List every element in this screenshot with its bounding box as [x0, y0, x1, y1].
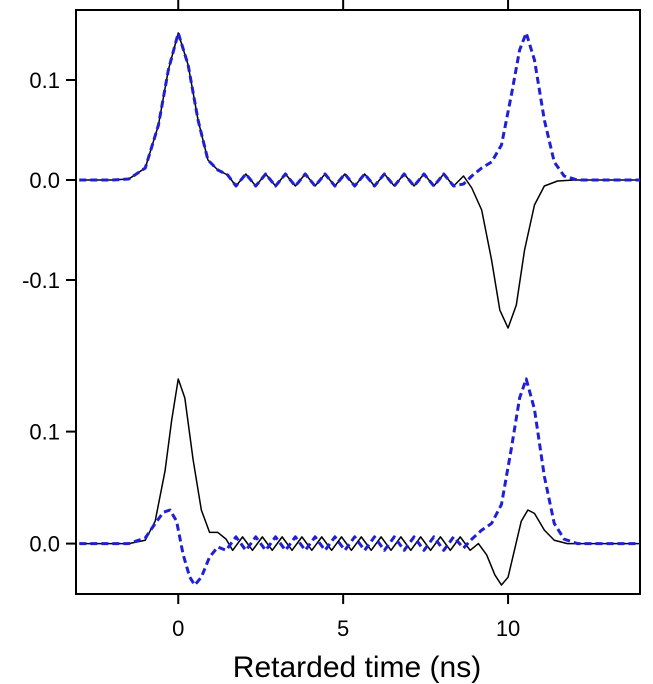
- x-tick-label: 0: [172, 616, 184, 641]
- y-tick-label: 0.0: [29, 168, 60, 193]
- top-panel: 0.1 0.0 -0.1: [22, 31, 640, 329]
- y-tick-label: 0.1: [29, 68, 60, 93]
- plot-frame: [75, 9, 641, 595]
- x-axis: 0 5 10: [172, 0, 520, 641]
- dashed-blue-series: [79, 31, 640, 188]
- y-tick-label: 0.0: [29, 532, 60, 557]
- bottom-panel: 0.1 0.0: [29, 377, 640, 587]
- x-tick-label: 10: [496, 616, 520, 641]
- y-tick-label: 0.1: [29, 420, 60, 445]
- dashed-blue-series: [79, 377, 640, 587]
- x-tick-label: 5: [337, 616, 349, 641]
- solid-black-series: [79, 378, 640, 586]
- x-axis-title: Retarded time (ns): [233, 651, 481, 684]
- y-tick-label: -0.1: [22, 268, 60, 293]
